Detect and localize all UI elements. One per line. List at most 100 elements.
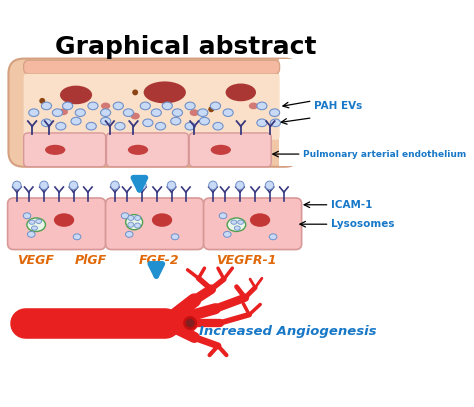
Ellipse shape	[144, 81, 186, 103]
Ellipse shape	[223, 232, 231, 237]
Ellipse shape	[121, 213, 129, 219]
Ellipse shape	[128, 145, 148, 155]
FancyBboxPatch shape	[106, 198, 204, 249]
FancyBboxPatch shape	[204, 198, 301, 249]
Circle shape	[40, 181, 48, 190]
Ellipse shape	[100, 117, 111, 125]
Ellipse shape	[140, 102, 150, 110]
Ellipse shape	[257, 102, 267, 110]
Text: Increased Angiogenesis: Increased Angiogenesis	[199, 325, 376, 338]
Ellipse shape	[63, 102, 73, 110]
Circle shape	[209, 181, 217, 190]
Ellipse shape	[270, 109, 280, 116]
Ellipse shape	[210, 102, 220, 110]
Ellipse shape	[257, 119, 267, 127]
Ellipse shape	[135, 223, 140, 228]
Ellipse shape	[41, 119, 52, 127]
Ellipse shape	[219, 213, 227, 219]
Text: PlGF: PlGF	[75, 254, 107, 267]
Ellipse shape	[115, 123, 125, 130]
Text: FGF-2: FGF-2	[138, 254, 179, 267]
FancyBboxPatch shape	[24, 60, 280, 74]
Ellipse shape	[29, 109, 39, 116]
Ellipse shape	[210, 145, 231, 155]
FancyBboxPatch shape	[8, 198, 106, 249]
Circle shape	[111, 181, 119, 190]
Ellipse shape	[135, 215, 140, 221]
Ellipse shape	[213, 123, 223, 130]
Ellipse shape	[36, 219, 42, 223]
Ellipse shape	[152, 213, 172, 227]
Ellipse shape	[128, 215, 134, 221]
Ellipse shape	[237, 220, 244, 224]
Ellipse shape	[155, 123, 165, 130]
Circle shape	[182, 315, 198, 330]
Text: Graphical abstract: Graphical abstract	[55, 35, 317, 59]
Ellipse shape	[151, 109, 161, 116]
Ellipse shape	[200, 117, 210, 125]
Circle shape	[13, 181, 21, 190]
Ellipse shape	[71, 117, 81, 125]
Ellipse shape	[250, 213, 270, 227]
Circle shape	[167, 181, 176, 190]
Ellipse shape	[23, 213, 31, 219]
Circle shape	[186, 319, 194, 327]
Circle shape	[265, 181, 274, 190]
Text: PAH EVs: PAH EVs	[314, 101, 363, 111]
Ellipse shape	[173, 109, 182, 116]
Ellipse shape	[113, 102, 123, 110]
Ellipse shape	[27, 232, 35, 237]
FancyBboxPatch shape	[24, 74, 280, 140]
Text: Pulmonary arterial endothelium: Pulmonary arterial endothelium	[303, 150, 466, 159]
Ellipse shape	[27, 218, 46, 232]
Ellipse shape	[269, 234, 277, 240]
FancyBboxPatch shape	[189, 133, 271, 167]
Ellipse shape	[88, 102, 98, 110]
Ellipse shape	[126, 232, 133, 237]
Text: Lysosomes: Lysosomes	[331, 219, 395, 229]
Circle shape	[208, 106, 214, 112]
Ellipse shape	[123, 109, 134, 116]
FancyBboxPatch shape	[107, 133, 188, 167]
Ellipse shape	[234, 226, 240, 230]
Ellipse shape	[54, 213, 74, 227]
Ellipse shape	[190, 109, 199, 116]
Ellipse shape	[41, 102, 52, 110]
Ellipse shape	[226, 83, 256, 101]
FancyBboxPatch shape	[24, 133, 106, 167]
Ellipse shape	[185, 102, 195, 110]
Ellipse shape	[29, 220, 35, 224]
Ellipse shape	[171, 117, 181, 125]
Ellipse shape	[86, 123, 96, 130]
Ellipse shape	[143, 119, 153, 127]
Ellipse shape	[171, 234, 179, 240]
Circle shape	[132, 90, 138, 95]
Ellipse shape	[198, 109, 208, 116]
Ellipse shape	[75, 109, 85, 116]
Ellipse shape	[100, 109, 111, 116]
Ellipse shape	[227, 218, 246, 232]
Ellipse shape	[162, 102, 173, 110]
Circle shape	[39, 98, 45, 104]
Ellipse shape	[73, 234, 81, 240]
Ellipse shape	[56, 123, 66, 130]
Circle shape	[138, 181, 146, 190]
Ellipse shape	[45, 145, 65, 155]
Ellipse shape	[231, 220, 237, 224]
Text: ICAM-1: ICAM-1	[331, 200, 373, 210]
Ellipse shape	[101, 103, 110, 109]
Circle shape	[236, 181, 244, 190]
Ellipse shape	[126, 214, 143, 230]
Ellipse shape	[249, 103, 258, 109]
Ellipse shape	[223, 109, 233, 116]
Text: VEGF: VEGF	[17, 254, 54, 267]
Ellipse shape	[53, 109, 63, 116]
Bar	[279, 59, 304, 166]
Ellipse shape	[185, 123, 195, 130]
Ellipse shape	[60, 85, 92, 104]
FancyBboxPatch shape	[9, 59, 300, 167]
Ellipse shape	[270, 119, 281, 127]
Ellipse shape	[59, 108, 68, 115]
Circle shape	[69, 181, 78, 190]
Ellipse shape	[128, 222, 134, 227]
